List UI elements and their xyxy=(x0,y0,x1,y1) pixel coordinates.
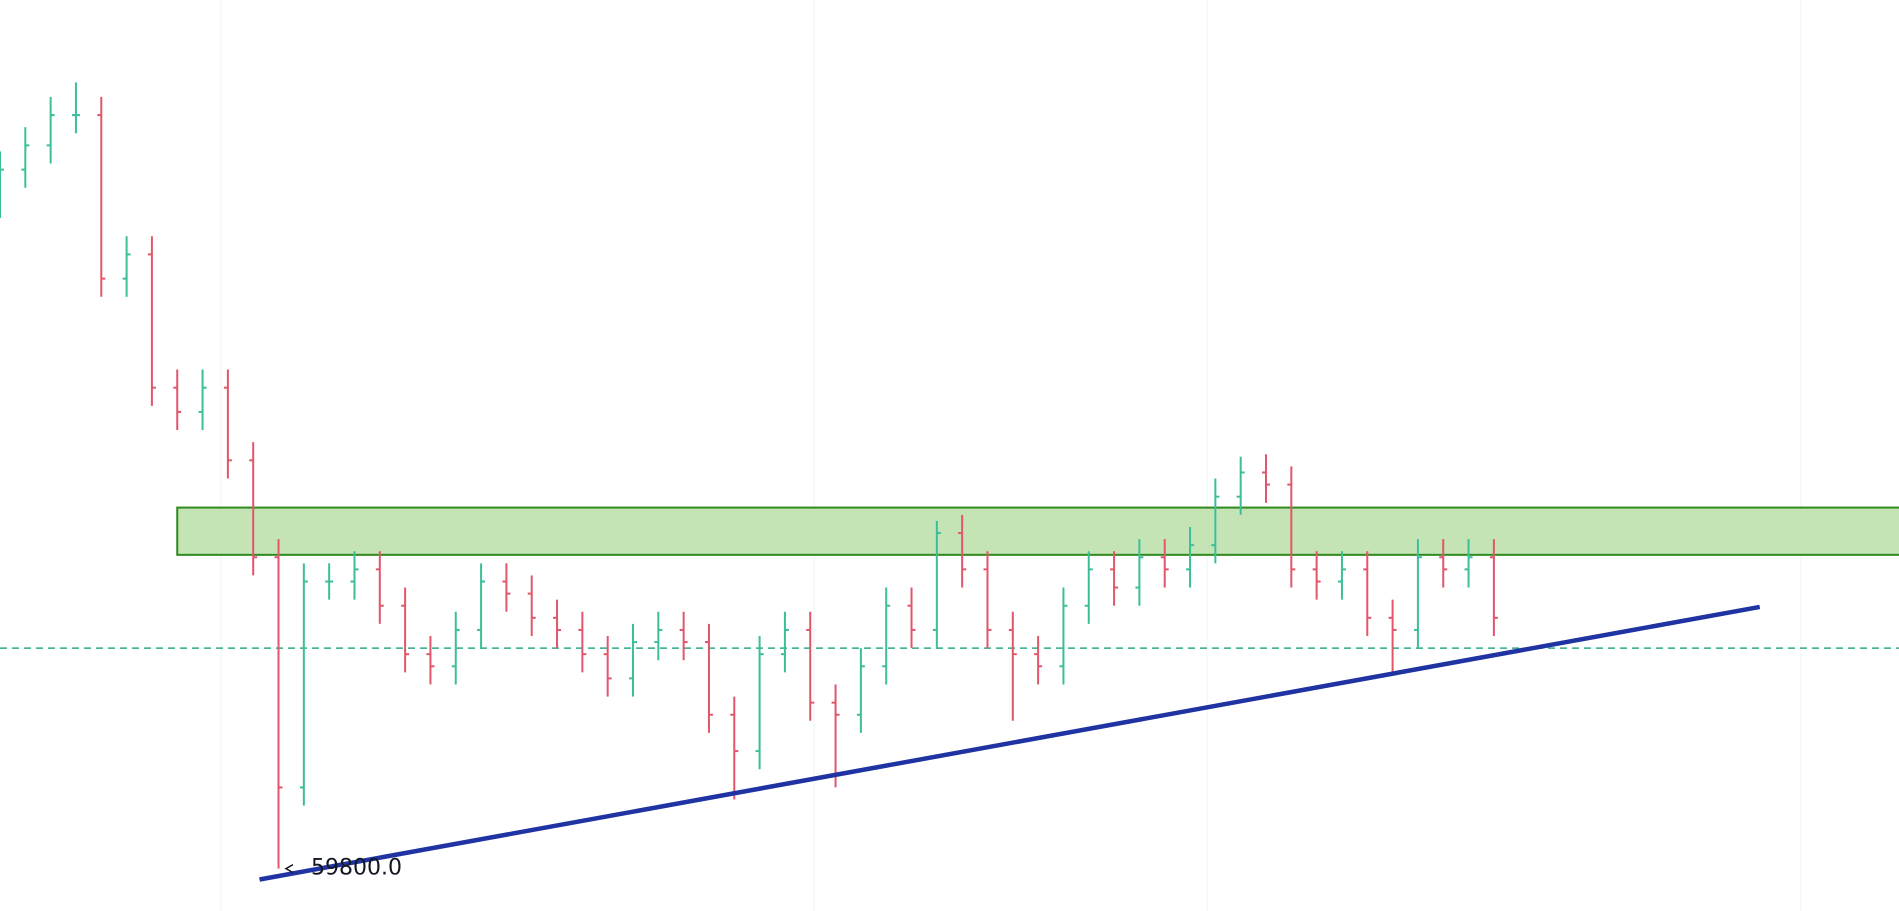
ohlc-bar xyxy=(983,551,992,649)
ohlc-bar xyxy=(1262,454,1270,503)
ohlc-bar xyxy=(629,623,637,697)
ohlc-bar xyxy=(882,587,891,685)
annotation-label: 59800.0 xyxy=(311,856,402,881)
ohlc-bar xyxy=(299,563,308,806)
ohlc-bar xyxy=(451,611,460,685)
ohlc-bar xyxy=(1211,478,1220,564)
ohlc-bar xyxy=(1008,611,1017,721)
ohlc-bar xyxy=(1388,599,1397,673)
ohlc-bar xyxy=(1034,636,1043,685)
ohlc-bar xyxy=(1160,539,1169,588)
ohlc-bar xyxy=(1439,539,1448,588)
ohlc-bar xyxy=(806,611,815,721)
ohlc-bar xyxy=(401,587,410,673)
ohlc-bar xyxy=(907,587,916,649)
ohlc-bar xyxy=(603,636,612,697)
ohlc-bar xyxy=(1059,587,1068,685)
ohlc-bar xyxy=(553,599,562,649)
ohlc-bar xyxy=(1312,551,1321,600)
zone xyxy=(176,506,1899,556)
ohlc-bar xyxy=(1464,539,1473,588)
ohlc-bar xyxy=(1110,551,1119,606)
ohlc-bar xyxy=(780,611,789,673)
ohlc-bar xyxy=(249,442,258,576)
ohlc-bar xyxy=(350,551,359,600)
ohlc-bar xyxy=(932,520,941,649)
ohlc-bar xyxy=(173,369,182,431)
ohlc-bar xyxy=(97,96,106,297)
ohlc-bar xyxy=(426,636,435,685)
ohlc-bar xyxy=(325,563,334,600)
ohlc-bar xyxy=(704,623,713,733)
ohlc-bar xyxy=(958,514,967,588)
ohlc-bar xyxy=(755,636,764,770)
ohlc-bar xyxy=(1363,551,1372,637)
ohlc-bar xyxy=(46,96,55,164)
ohlc-bar xyxy=(1186,526,1195,588)
ohlc-bar xyxy=(147,236,156,406)
ohlc-bar xyxy=(1135,539,1144,606)
ohlc-bar xyxy=(375,551,384,624)
background-grid xyxy=(220,0,1802,911)
trendline xyxy=(259,604,1761,882)
ohlc-bar xyxy=(477,563,486,649)
ohlc-bar xyxy=(1413,539,1422,649)
ohlc-bar xyxy=(1084,551,1093,624)
ohlc-bar xyxy=(1287,466,1296,588)
ohlc-bar xyxy=(0,151,4,219)
ohlc-bar xyxy=(223,369,232,479)
ohlc-bar xyxy=(71,82,80,134)
annotation-arrow xyxy=(284,863,294,874)
ohlc-bar xyxy=(502,563,511,612)
ohlc-bar xyxy=(21,127,30,188)
ohlc-bar xyxy=(654,611,663,661)
ohlc-bar xyxy=(856,648,865,733)
ohlc-bar xyxy=(198,369,207,431)
ohlc-bar xyxy=(578,611,587,673)
ohlc-bar xyxy=(527,575,536,637)
ohlc-bar xyxy=(1236,456,1245,515)
ohlc-bar xyxy=(122,236,131,297)
ohlc-bar xyxy=(1489,539,1498,637)
ohlc-bar xyxy=(1337,551,1346,600)
ohlc-bar xyxy=(831,684,840,788)
ohlc-bar xyxy=(730,696,739,800)
ohlc-bar xyxy=(274,539,283,869)
ohlc-bar xyxy=(679,611,688,661)
